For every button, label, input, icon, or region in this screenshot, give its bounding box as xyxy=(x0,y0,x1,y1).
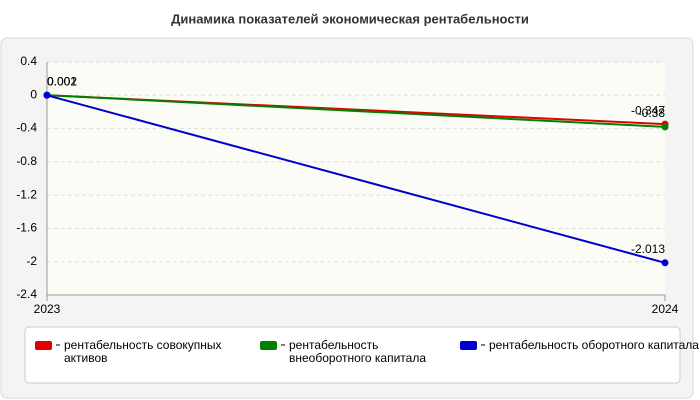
value-label: -2.013 xyxy=(631,242,665,256)
value-label: 0 xyxy=(47,74,54,88)
legend-swatch xyxy=(460,341,477,350)
y-tick-label: -0.8 xyxy=(16,154,37,168)
y-tick-label: 0.4 xyxy=(20,54,37,68)
value-label: -0.38 xyxy=(638,106,666,120)
value-label: -0.347 xyxy=(631,103,665,117)
legend-swatch xyxy=(35,341,52,350)
data-point xyxy=(661,123,669,131)
legend-label: рентабельность внеоборотного капитала xyxy=(289,338,426,365)
series-line xyxy=(46,94,666,128)
legend-box xyxy=(24,326,681,384)
legend-label: рентабельность оборотного капитала xyxy=(489,338,699,352)
data-point xyxy=(661,259,669,267)
value-label: 0.002 xyxy=(47,74,77,88)
y-tick-label: -0.4 xyxy=(16,121,37,135)
series-line xyxy=(46,94,666,264)
legend-swatch xyxy=(260,341,277,350)
y-tick-label: 0 xyxy=(30,87,37,101)
x-tick-label: 2023 xyxy=(34,302,61,316)
data-point xyxy=(43,91,51,99)
y-tick-label: -1.2 xyxy=(16,187,37,201)
chart-title: Динамика показателей экономическая рента… xyxy=(171,11,529,26)
y-tick-label: -2.4 xyxy=(16,287,37,301)
x-tick-label: 2024 xyxy=(652,302,679,316)
y-tick-label: -1.6 xyxy=(16,221,37,235)
y-tick-label: -2 xyxy=(26,254,37,268)
value-label: 0.001 xyxy=(47,74,77,88)
legend-label: рентабельность совокупных активов xyxy=(64,338,222,365)
